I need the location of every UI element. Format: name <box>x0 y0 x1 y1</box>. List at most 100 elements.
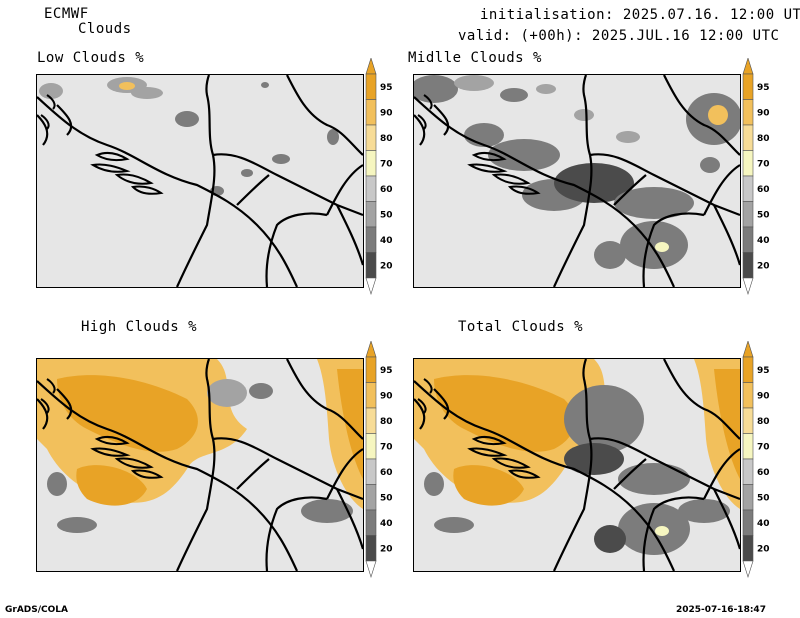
coastline <box>130 185 164 195</box>
colorbar-level-label: 20 <box>757 544 770 554</box>
map-panel-high-clouds <box>36 358 364 572</box>
border-line <box>703 448 740 500</box>
coastline <box>467 447 508 457</box>
colorbar-segment <box>742 124 754 151</box>
panel-title-low: Low Clouds % <box>37 50 145 66</box>
borders-layer <box>37 75 363 287</box>
border-line <box>336 488 363 550</box>
border-line <box>212 437 363 501</box>
map-panel-low-clouds <box>36 74 364 288</box>
colorbar-level-label: 80 <box>757 417 770 427</box>
map-high-clouds <box>37 359 363 571</box>
border-line <box>642 212 705 287</box>
colorbar-level-label: 95 <box>757 366 770 376</box>
border-line <box>56 104 73 136</box>
colorbar-segment <box>365 509 377 536</box>
border-line <box>582 75 592 156</box>
map-total-clouds <box>414 359 740 571</box>
colorbar-segment <box>742 458 754 485</box>
coastline <box>471 435 507 446</box>
border-line <box>663 75 740 156</box>
colorbar-level-label: 80 <box>380 134 393 144</box>
border-line <box>326 164 363 216</box>
colorbar-level-label: 95 <box>757 83 770 93</box>
colorbar-level-label: 50 <box>380 210 393 220</box>
border-line <box>713 488 740 550</box>
colorbar-segment <box>742 150 754 177</box>
colorbar-bottom-triangle <box>365 560 377 579</box>
colorbar-graphic: 95 90 80 70 60 50 40 20 <box>742 56 770 296</box>
map-low-clouds <box>37 75 363 287</box>
coastline <box>417 398 427 414</box>
colorbar-level-label: 90 <box>380 391 393 401</box>
borders-layer <box>414 75 740 287</box>
colorbar-level-label: 20 <box>757 261 770 271</box>
border-line <box>205 359 215 440</box>
colorbar-graphic: 95 90 80 70 60 50 40 20 <box>365 339 393 579</box>
border-line <box>642 496 705 571</box>
border-line <box>265 212 328 287</box>
coastline <box>507 469 541 479</box>
colorbar-segment <box>365 407 377 434</box>
colorbar-segment <box>742 382 754 409</box>
colorbar-level-label: 95 <box>380 366 393 376</box>
colorbar-segment <box>742 73 754 100</box>
colorbar-level-label: 70 <box>757 159 770 169</box>
border-line <box>414 96 676 287</box>
colorbar-segment <box>742 99 754 126</box>
colorbar-level-label: 70 <box>380 442 393 452</box>
coastline <box>94 435 130 446</box>
colorbar-level-label: 40 <box>380 519 393 529</box>
coastline <box>417 114 427 130</box>
colorbar-top-triangle <box>365 339 377 358</box>
colorbar-segment <box>742 201 754 228</box>
coastline <box>423 378 433 394</box>
colorbar-segment <box>742 356 754 383</box>
coastline <box>130 469 164 479</box>
colorbar-segment <box>365 73 377 100</box>
colorbar-segment <box>742 433 754 460</box>
colorbar-top-left: 95 90 80 70 60 50 40 20 <box>364 56 414 298</box>
colorbar-level-label: 90 <box>380 108 393 118</box>
borders-layer <box>37 359 363 571</box>
border-line <box>552 154 593 287</box>
border-line <box>414 380 676 571</box>
colorbar-level-label: 60 <box>380 185 393 195</box>
border-line <box>37 96 299 287</box>
colorbar-level-label: 20 <box>380 261 393 271</box>
coastline <box>114 457 154 469</box>
colorbar-bottom-triangle <box>742 277 754 296</box>
colorbar-segment <box>365 382 377 409</box>
colorbar-top-right: 95 90 80 70 60 50 40 20 <box>741 56 791 298</box>
colorbar-bottom-triangle <box>365 277 377 296</box>
border-line <box>433 104 450 136</box>
border-line <box>713 204 740 266</box>
coastline <box>471 151 507 162</box>
map-panel-middle-clouds <box>413 74 741 288</box>
border-line <box>582 359 592 440</box>
coastline <box>46 94 56 110</box>
border-line <box>286 359 363 440</box>
border-line <box>326 448 363 500</box>
colorbar-segment <box>365 150 377 177</box>
colorbar-segment <box>365 535 377 562</box>
border-line <box>414 114 426 146</box>
footer-timestamp: 2025-07-16-18:47 <box>676 605 766 615</box>
colorbar-segment <box>742 509 754 536</box>
colorbar-bottom-left: 95 90 80 70 60 50 40 20 <box>364 339 414 581</box>
colorbar-level-label: 90 <box>757 108 770 118</box>
colorbar-segment <box>742 226 754 253</box>
border-line <box>212 153 363 217</box>
colorbar-level-label: 80 <box>757 134 770 144</box>
product-label: Clouds <box>78 21 132 37</box>
border-line <box>236 458 270 490</box>
coastline <box>46 378 56 394</box>
coastline <box>94 151 130 162</box>
map-middle-clouds <box>414 75 740 287</box>
footer-software: GrADS/COLA <box>5 605 68 615</box>
colorbar-top-triangle <box>742 56 754 75</box>
model-label: ECMWF <box>44 6 89 22</box>
colorbar-level-label: 70 <box>757 442 770 452</box>
border-line <box>663 359 740 440</box>
colorbar-level-label: 90 <box>757 391 770 401</box>
